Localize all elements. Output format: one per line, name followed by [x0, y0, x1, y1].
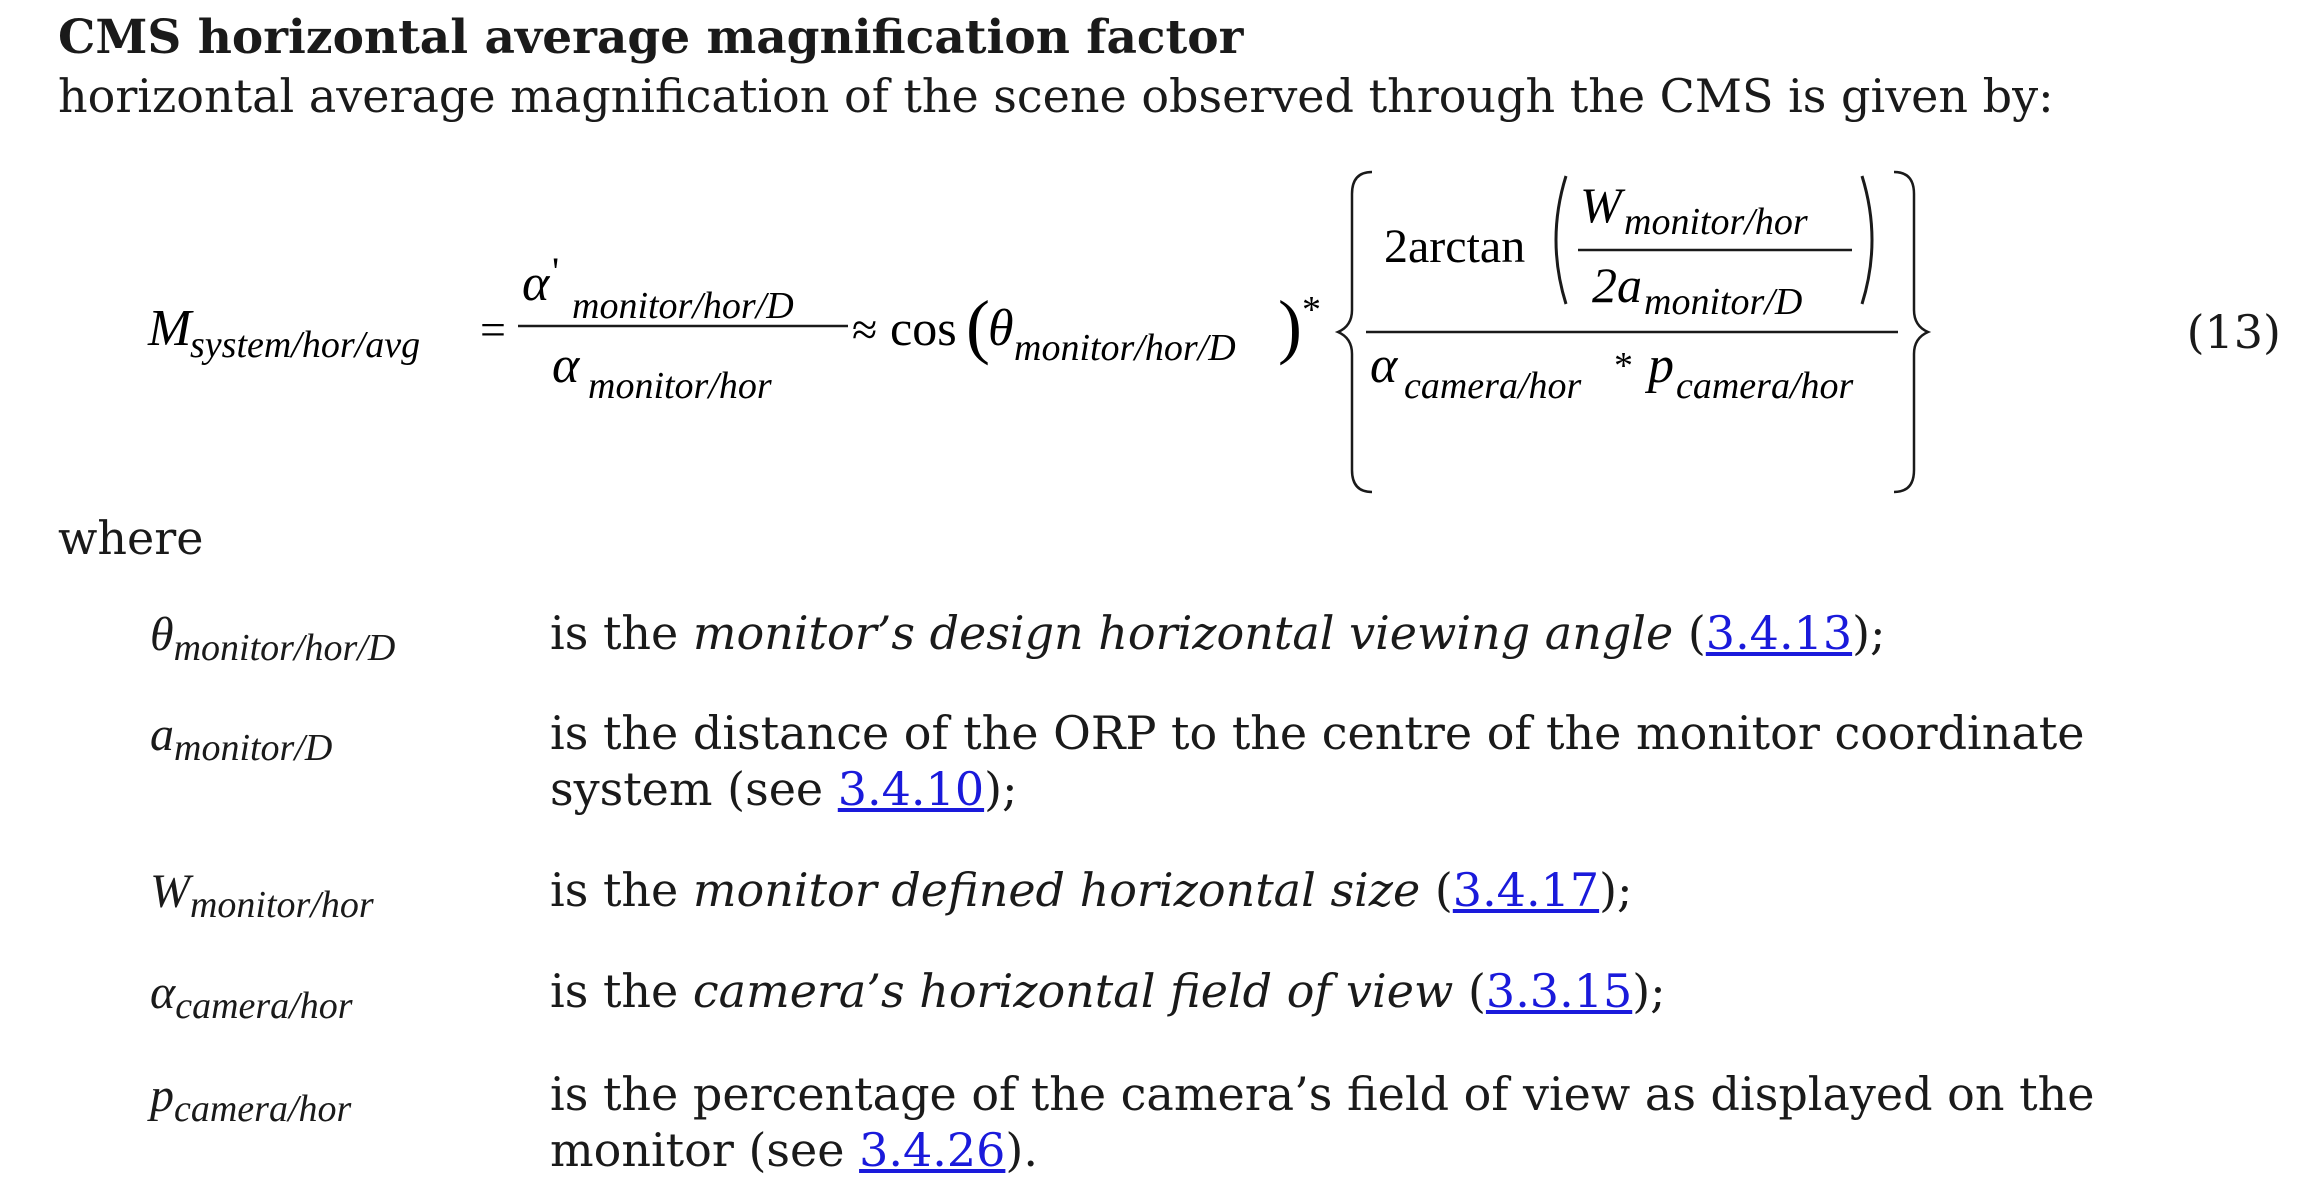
definition-symbol: Wmonitor/hor — [150, 862, 374, 924]
definition-text: is the percentage of the camera’s field … — [550, 1066, 2250, 1178]
eq-lhs-subscript: system/hor/avg — [190, 324, 420, 366]
definition-text: is the distance of the ORP to the centre… — [550, 705, 2250, 817]
reference-link[interactable]: 3.3.15 — [1485, 964, 1633, 1018]
symbol-subscript: monitor/hor/D — [173, 627, 396, 669]
section-heading: CMS horizontal average magnification fac… — [58, 10, 1244, 65]
definition-suffix: ); — [1852, 606, 1886, 660]
eq-arctan: 2arctan — [1384, 220, 1525, 273]
definition-prefix: is the percentage of the camera’s field … — [550, 1067, 2095, 1177]
definition-symbol: amonitor/D — [150, 705, 332, 767]
eq-left-brace — [1334, 170, 1373, 494]
definition-paren: ( — [1420, 863, 1453, 917]
eq-2a-subscript: monitor/D — [1644, 281, 1802, 323]
eq-cos: cos — [890, 300, 957, 356]
eq-theta-subscript: monitor/hor/D — [1014, 327, 1236, 369]
symbol-letter: W — [150, 865, 190, 918]
definition-term: monitor defined horizontal size — [692, 863, 1421, 917]
symbol-subscript: monitor/D — [174, 727, 333, 769]
eq-num-prime: ' — [552, 249, 559, 294]
definition-suffix: ); — [1599, 863, 1633, 917]
symbol-subscript: monitor/hor — [189, 884, 374, 926]
eq-theta: θ — [988, 300, 1014, 357]
definition-prefix: is the — [550, 863, 693, 917]
definition-prefix: is the distance of the ORP to the centre… — [550, 706, 2085, 816]
definition-prefix: is the — [550, 606, 693, 660]
eq-den-star: * — [1614, 345, 1633, 387]
definition-paren: ( — [1453, 964, 1486, 1018]
definition-symbol: θmonitor/hor/D — [150, 605, 395, 667]
symbol-letter: a — [150, 708, 174, 761]
definition-paren: ( — [1673, 606, 1706, 660]
eq-alpha-camera: α — [1370, 337, 1399, 394]
definition-prefix: is the — [550, 964, 693, 1018]
eq-p: p — [1644, 337, 1674, 394]
eq-den-alpha: α — [552, 337, 581, 394]
eq-star: * — [1302, 289, 1321, 331]
definition-text: is the monitor’s design horizontal viewi… — [550, 605, 2250, 661]
eq-equals: = — [480, 304, 506, 355]
definition-text: is the camera’s horizontal field of view… — [550, 963, 2250, 1019]
reference-link[interactable]: 3.4.26 — [859, 1123, 1006, 1177]
eq-arctan-rparen — [1860, 175, 1874, 305]
reference-link[interactable]: 3.4.13 — [1705, 606, 1853, 660]
eq-lhs-symbol: M — [147, 300, 194, 357]
symbol-subscript: camera/hor — [175, 985, 353, 1027]
eq-W-subscript: monitor/hor — [1624, 201, 1808, 243]
eq-lparen: ( — [966, 286, 990, 366]
eq-den-subscript: monitor/hor — [588, 365, 772, 407]
definition-symbol: pcamera/hor — [150, 1066, 351, 1128]
symbol-letter: θ — [150, 608, 174, 661]
intro-text: horizontal average magnification of the … — [58, 69, 2054, 123]
definition-symbol: αcamera/hor — [150, 963, 353, 1025]
eq-W: W — [1580, 177, 1626, 233]
definition-suffix: ); — [984, 762, 1018, 816]
eq-right-brace — [1893, 170, 1932, 494]
symbol-letter: α — [150, 966, 176, 1019]
eq-num-alpha: α — [522, 255, 551, 312]
equation-number: (13) — [2186, 305, 2281, 359]
eq-2a: 2a — [1592, 257, 1642, 313]
reference-link[interactable]: 3.4.17 — [1452, 863, 1600, 917]
eq-alpha-camera-subscript: camera/hor — [1404, 365, 1582, 407]
reference-link[interactable]: 3.4.10 — [837, 762, 985, 816]
eq-num-subscript: monitor/hor/D — [572, 285, 794, 327]
eq-p-subscript: camera/hor — [1676, 365, 1854, 407]
eq-rparen: ) — [1278, 286, 1302, 366]
definition-suffix: ). — [1005, 1123, 1038, 1177]
symbol-subscript: camera/hor — [174, 1088, 352, 1130]
eq-arctan-lparen — [1554, 175, 1568, 305]
eq-approx: ≈ — [852, 304, 877, 355]
definition-term: camera’s horizontal field of view — [692, 964, 1454, 1018]
definition-term: monitor’s design horizontal viewing angl… — [692, 606, 1674, 660]
definition-suffix: ); — [1632, 964, 1666, 1018]
definition-text: is the monitor defined horizontal size (… — [550, 862, 2250, 918]
symbol-letter: p — [150, 1069, 174, 1122]
where-label: where — [58, 511, 204, 565]
magnification-equation: M system/hor/avg = α ' monitor/hor/D α m… — [147, 170, 1932, 494]
